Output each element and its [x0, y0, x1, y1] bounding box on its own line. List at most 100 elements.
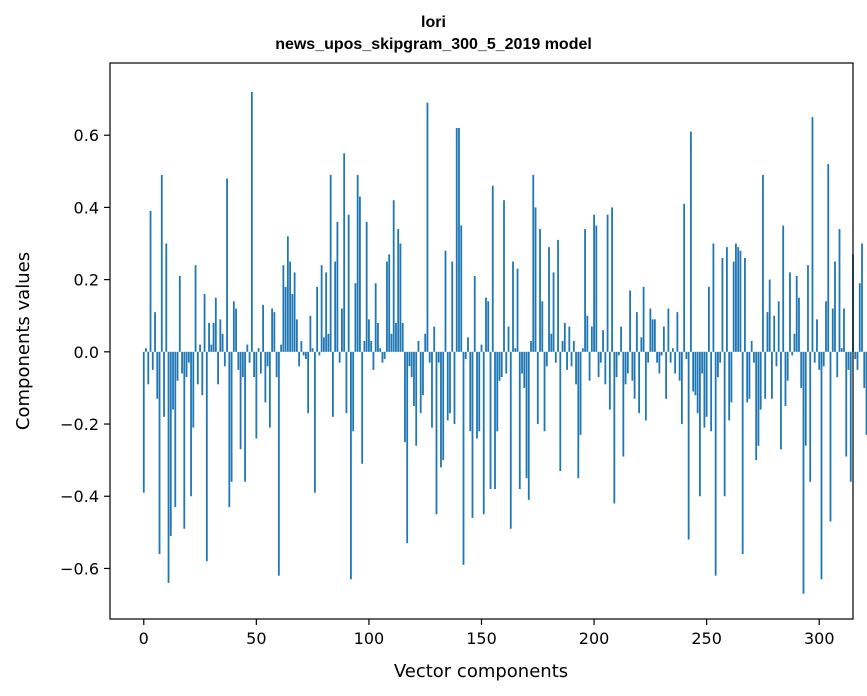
bar	[615, 351, 618, 378]
y-tick-label: −0.2	[60, 415, 99, 434]
bar	[334, 261, 337, 352]
bar	[347, 214, 350, 352]
bar	[703, 351, 706, 428]
bar	[372, 351, 375, 370]
bar	[692, 351, 695, 392]
bar	[275, 351, 278, 378]
bar	[759, 351, 762, 410]
bar	[543, 351, 546, 432]
bar	[647, 351, 650, 363]
bar	[649, 308, 652, 352]
bar	[771, 351, 773, 399]
bar	[311, 348, 314, 352]
bar	[563, 322, 566, 352]
bar	[476, 351, 478, 439]
bar	[489, 351, 492, 490]
bar	[187, 351, 190, 363]
bar	[712, 243, 715, 352]
bar	[597, 351, 600, 378]
bar	[545, 351, 548, 367]
x-axis-label: Vector components	[394, 661, 568, 682]
bar	[735, 243, 737, 352]
bar	[847, 351, 850, 370]
chart-subtitle: news_upos_skipgram_300_5_2019 model	[275, 36, 592, 53]
bar	[667, 308, 670, 352]
bar	[516, 268, 519, 352]
bar	[480, 344, 483, 352]
bar	[786, 351, 789, 381]
bar	[827, 164, 830, 352]
bar	[350, 351, 352, 580]
bar	[462, 351, 465, 565]
bar	[262, 304, 264, 352]
bar	[302, 351, 305, 356]
bar	[221, 333, 224, 352]
bar	[244, 351, 246, 482]
bar	[241, 351, 244, 378]
bar	[858, 283, 861, 352]
bar	[451, 261, 454, 352]
bar	[284, 286, 287, 352]
bar	[217, 351, 219, 385]
bar	[577, 351, 580, 479]
bar	[730, 351, 733, 403]
bar	[617, 351, 620, 356]
bar	[572, 341, 575, 352]
bar	[359, 196, 361, 352]
bar	[500, 351, 503, 378]
bar	[791, 351, 794, 356]
bar	[397, 229, 400, 352]
bar	[575, 351, 577, 385]
bar	[246, 344, 249, 352]
bar	[318, 351, 321, 356]
bar	[494, 351, 496, 490]
bar	[541, 301, 544, 352]
bar	[455, 127, 458, 352]
bar	[435, 351, 438, 515]
bar	[440, 351, 442, 468]
bar	[766, 312, 769, 352]
y-tick-label: 0.2	[74, 271, 99, 290]
bar	[464, 351, 467, 360]
bar	[422, 351, 424, 396]
bar	[798, 297, 800, 352]
bar	[608, 351, 611, 410]
bar	[777, 301, 780, 352]
x-tick-label: 100	[354, 629, 385, 648]
bar	[496, 351, 499, 432]
bar	[593, 214, 595, 352]
x-tick-label: 250	[691, 629, 722, 648]
bar	[174, 351, 177, 508]
bar	[586, 315, 589, 352]
bar	[248, 351, 251, 363]
bar	[392, 200, 395, 352]
bar	[701, 351, 704, 374]
y-tick-label: −0.4	[60, 487, 99, 506]
bar	[332, 351, 334, 417]
x-axis-ticks: 0 50 100 150 200 250 300	[139, 619, 835, 648]
bar	[699, 351, 701, 497]
bar	[399, 243, 402, 352]
bar	[194, 265, 197, 352]
bar	[169, 351, 172, 536]
bar	[433, 326, 436, 352]
bar	[570, 351, 573, 367]
bar	[831, 308, 834, 352]
bar	[329, 174, 332, 352]
bar	[368, 319, 370, 352]
bar	[640, 337, 643, 352]
bar	[160, 174, 163, 352]
bar	[705, 351, 708, 417]
bar	[764, 351, 767, 399]
bar	[683, 203, 686, 352]
bar	[604, 351, 607, 385]
bar	[404, 351, 406, 443]
bar	[336, 221, 339, 352]
bar	[723, 351, 726, 497]
bar	[807, 265, 809, 352]
bar	[750, 341, 753, 352]
bar	[622, 351, 625, 457]
bar	[165, 243, 168, 352]
bar	[813, 351, 816, 363]
y-axis-ticks: −0.6 −0.4 −0.2 0.0 0.2 0.4 0.6	[60, 126, 110, 578]
